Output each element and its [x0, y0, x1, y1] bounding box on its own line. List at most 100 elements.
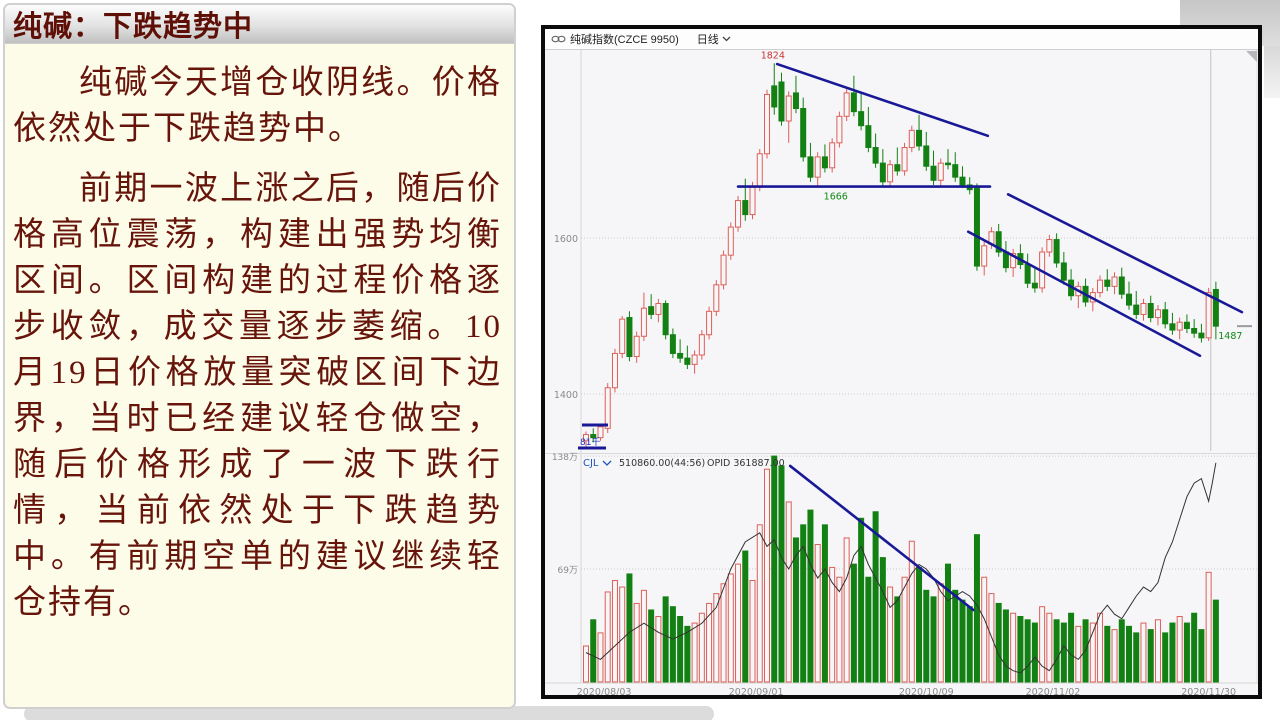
trendline [788, 464, 975, 612]
candle [1002, 251, 1009, 269]
volume-bar [677, 616, 684, 683]
candle [626, 317, 633, 358]
volume-bar [640, 589, 647, 683]
trendline [775, 62, 990, 138]
volume-bar [887, 586, 894, 683]
volume-bar [1111, 629, 1118, 683]
paragraph-2: 前期一波上涨之后，随后价格高位震荡，构建出强势均衡区间。区间构建的过程价格逐步收… [13, 171, 502, 621]
candle [1031, 282, 1038, 289]
instrument-label: 纯碱指数(CZCE 9950) [570, 34, 679, 46]
slide-shadow [24, 706, 714, 720]
candle [1053, 239, 1060, 264]
candle [792, 92, 799, 110]
candle [742, 200, 749, 216]
candle [691, 354, 698, 365]
candle [858, 111, 865, 127]
trendline [966, 230, 1202, 358]
volume-bar [764, 468, 770, 683]
trendline [1006, 193, 1244, 314]
volume-bar [756, 524, 763, 683]
price-annotation: 1487 [1218, 331, 1242, 342]
price-axis-label: 1600 [554, 234, 578, 245]
volume-bar [626, 573, 633, 683]
chart-plot: 81千 1824 1666 1487 1600 1400 138万 69万 2020/08/03… [545, 50, 1258, 698]
volume-bar [713, 593, 720, 683]
volume-bar [1212, 599, 1219, 683]
candle [735, 200, 742, 228]
hand-mark-label: 81千 [580, 437, 600, 448]
volume-bar [807, 509, 814, 683]
candle [778, 81, 785, 122]
analysis-text: 纯碱今天增仓收阴线。价格依然处于下跌趋势中。 前期一波上涨之后，随后价格高位震荡… [5, 44, 514, 626]
volume-bar [1060, 622, 1067, 683]
candle [633, 335, 640, 358]
volume-bar [1075, 625, 1082, 683]
panel-title-bar: 纯碱：下跌趋势中 [5, 5, 514, 44]
candle [807, 156, 814, 178]
candle [1140, 303, 1147, 315]
x-axis-label: 2020/08/03 [577, 687, 632, 695]
volume-bar [1162, 632, 1169, 683]
chart-header: 纯碱指数(CZCE 9950) 日线 [545, 29, 1258, 50]
volume-bar [923, 589, 930, 683]
volume-bar [1031, 622, 1038, 683]
candle [669, 334, 676, 354]
candle [937, 162, 944, 181]
volume-bar [916, 566, 923, 683]
volume-bar [720, 583, 727, 683]
volume-bar [655, 616, 662, 683]
candle [1046, 239, 1053, 253]
candle [604, 387, 611, 429]
x-axis-label: 2020/10/09 [899, 687, 954, 695]
candle [879, 162, 886, 183]
volume-bar [1024, 619, 1031, 683]
volume-bar [966, 606, 973, 683]
candle [959, 176, 966, 186]
volume-bar [778, 465, 785, 683]
volume-bar [850, 563, 857, 683]
candle [829, 142, 836, 169]
candle [720, 254, 727, 286]
price-annotation: 1666 [824, 192, 848, 203]
volume-bar [1183, 622, 1190, 683]
volume-bar [829, 566, 836, 683]
candle [749, 186, 756, 216]
volume-bar [1147, 629, 1154, 683]
chevron-down-icon[interactable] [602, 460, 612, 466]
candle [677, 352, 684, 359]
candle [1126, 293, 1132, 306]
volume-bar [843, 537, 850, 683]
volume-bar [945, 563, 951, 683]
period-dropdown[interactable]: 日线 [697, 31, 731, 47]
desktop-edge [1264, 46, 1280, 98]
open-interest-line [585, 462, 1217, 674]
candle [1133, 304, 1140, 315]
candle [756, 153, 763, 188]
analysis-panel: 纯碱：下跌趋势中 纯碱今天增仓收阴线。价格依然处于下跌趋势中。 前期一波上涨之后… [3, 3, 516, 709]
candle [698, 334, 705, 356]
candle [1010, 253, 1017, 269]
volume-bar [619, 586, 626, 683]
volume-indicator-dropdown[interactable]: CJL [583, 458, 599, 469]
candle [640, 307, 647, 337]
candle [800, 108, 807, 158]
candle [1111, 276, 1118, 287]
candle [821, 156, 828, 169]
candle [995, 231, 1002, 253]
volume-bar [1017, 616, 1024, 683]
candle [1198, 332, 1205, 339]
volume-bar [633, 602, 640, 683]
price-annotation: 1824 [761, 50, 785, 61]
volume-bar [749, 580, 756, 683]
volume-bar [1002, 609, 1009, 683]
candle [916, 129, 923, 147]
candle [1147, 303, 1154, 319]
candle [1169, 323, 1176, 331]
candle [611, 352, 618, 389]
volume-bar [1118, 619, 1125, 683]
candle [706, 310, 713, 336]
volume-bar [1039, 606, 1046, 683]
candle [1183, 321, 1190, 329]
volume-bar [865, 576, 872, 683]
volume-bar [583, 645, 589, 683]
